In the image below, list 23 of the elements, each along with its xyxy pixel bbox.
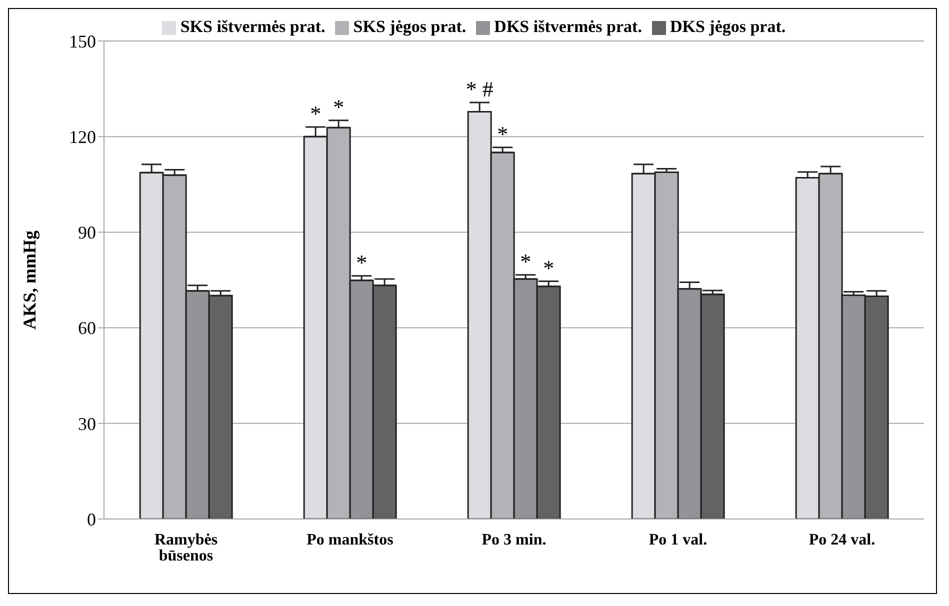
x-tick-label: Po 1 val. <box>648 531 708 548</box>
legend-label: DKS jėgos prat. <box>670 17 786 36</box>
legend-label: SKS jėgos prat. <box>353 17 466 36</box>
data-label: * <box>543 255 554 280</box>
y-tick-label: 150 <box>69 31 96 52</box>
y-tick-label: 120 <box>69 126 96 147</box>
data-label: * <box>520 248 532 274</box>
x-tick-label: Po 24 val. <box>808 531 876 548</box>
y-tick-label: 30 <box>78 414 96 434</box>
data-label: * <box>333 94 344 120</box>
data-label: * <box>310 101 322 126</box>
data-label: * # <box>466 76 494 102</box>
legend-label: SKS ištvermės prat. <box>180 17 326 36</box>
y-axis-title: AKS, mmHg <box>19 230 40 330</box>
x-tick-label: Po mankštos <box>306 531 394 548</box>
y-tick-label: 90 <box>78 222 96 243</box>
x-tick-label: Ramybės būsenos <box>154 531 218 564</box>
y-tick-label: 0 <box>87 509 96 530</box>
y-tick-label: 60 <box>78 318 96 338</box>
x-tick-label: Po 3 min. <box>482 531 546 548</box>
legend-label: DKS ištvermės prat. <box>494 17 642 36</box>
data-label: * <box>356 250 368 275</box>
data-label: * <box>497 121 508 146</box>
